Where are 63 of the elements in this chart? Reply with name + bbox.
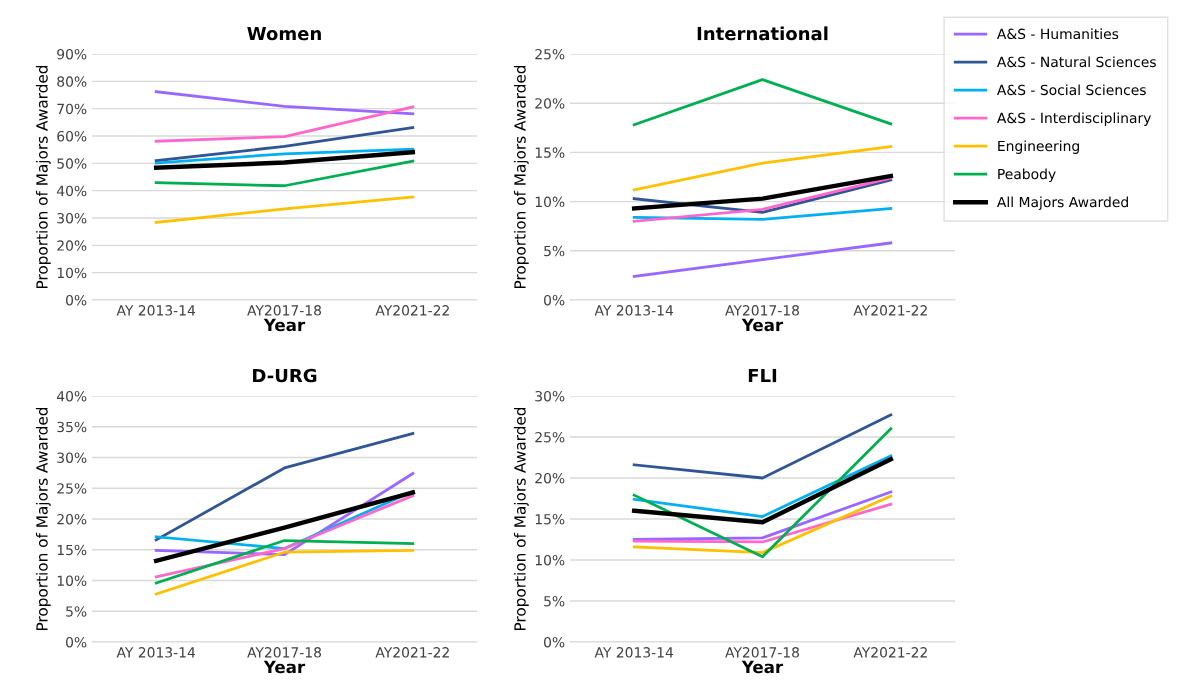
y-tick-label: 5% (544, 245, 565, 257)
x-tick-label: AY2017-18 (725, 647, 800, 658)
y-tick-label: 80% (57, 76, 87, 87)
y-axis-title: Proportion of Majors Awarded (513, 407, 529, 630)
y-tick-label: 0% (66, 294, 87, 306)
y-tick-label: 25% (535, 431, 565, 443)
y-tick-label: 30% (57, 452, 87, 463)
y-tick-label: 20% (57, 513, 87, 525)
legend-label: Peabody (998, 168, 1056, 182)
chart-title: Women (247, 26, 321, 41)
y-tick-label: 10% (57, 267, 87, 279)
x-axis-title: Year (263, 660, 306, 674)
x-axis-title: Year (263, 318, 306, 332)
x-tick-label: AY 2013-14 (594, 647, 674, 658)
y-tick-label: 20% (535, 472, 565, 484)
y-tick-label: 50% (57, 158, 87, 169)
y-tick-label: 0% (544, 294, 565, 306)
x-tick-label: AY2017-18 (247, 647, 322, 658)
y-tick-label: 60% (57, 130, 87, 142)
y-tick-label: 25% (57, 483, 87, 494)
x-tick-label: AY 2013-14 (116, 305, 196, 316)
y-tick-label: 20% (57, 240, 87, 251)
y-tick-label: 30% (57, 212, 87, 224)
x-tick-label: AY2017-18 (247, 305, 322, 316)
x-tick-label: AY 2013-14 (594, 305, 674, 316)
y-tick-label: 5% (544, 595, 565, 607)
y-axis-title: Proportion of Majors Awarded (35, 65, 51, 288)
y-tick-label: 10% (535, 196, 565, 208)
y-tick-label: 25% (535, 48, 565, 60)
x-tick-label: AY2017-18 (725, 305, 800, 316)
y-tick-label: 15% (535, 513, 565, 525)
y-tick-label: 90% (57, 48, 87, 60)
x-tick-label: AY2021-22 (375, 305, 449, 316)
y-tick-label: 70% (57, 103, 87, 115)
legend-label: Engineering (998, 140, 1079, 154)
y-tick-label: 0% (544, 636, 565, 648)
y-tick-label: 40% (56, 185, 87, 197)
x-axis-title: Year (741, 660, 784, 674)
y-tick-label: 15% (57, 544, 87, 556)
x-tick-label: AY2021-22 (375, 647, 449, 658)
y-axis-title: Proportion of Majors Awarded (513, 65, 529, 288)
y-tick-label: 15% (535, 147, 565, 158)
legend-label: A&S - Natural Sciences (996, 56, 1156, 68)
y-tick-label: 20% (535, 98, 565, 109)
y-tick-label: 0% (66, 636, 87, 648)
y-tick-label: 30% (535, 390, 565, 402)
y-axis-title: Proportion of Majors Awarded (35, 407, 51, 630)
y-tick-label: 10% (535, 554, 565, 566)
y-tick-label: 10% (57, 575, 87, 586)
x-tick-label: AY2021-22 (853, 647, 927, 658)
x-tick-label: AY2021-22 (853, 305, 927, 316)
legend-label: All Majors Awarded (996, 196, 1128, 210)
x-axis-title: Year (741, 318, 784, 332)
legend-label: A&S - Social Sciences (996, 84, 1146, 96)
x-tick-label: AY 2013-14 (116, 647, 196, 658)
y-tick-label: 40% (56, 390, 87, 402)
legend-label: A&S - Interdisciplinary (996, 112, 1151, 126)
legend-label: A&S - Humanities (996, 28, 1119, 40)
chart-title: D-URG (253, 368, 317, 383)
y-tick-label: 35% (57, 421, 87, 433)
chart-title: International (697, 26, 828, 41)
chart-title: FLI (748, 368, 777, 383)
y-tick-label: 5% (66, 606, 87, 617)
